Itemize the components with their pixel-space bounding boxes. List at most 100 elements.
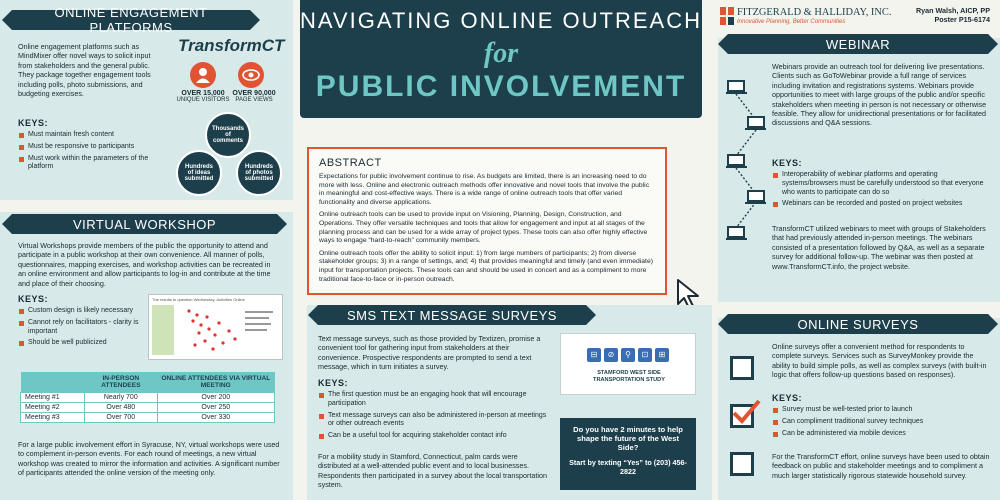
stat-value: OVER 15,000: [181, 90, 225, 97]
map-dots: [187, 309, 273, 351]
author-name: Ryan Walsh, AICP, PP: [915, 6, 990, 15]
workshop-screenshot: The results to question Wednesday, Activ…: [148, 294, 283, 360]
poster-id: Poster P15-6174: [934, 15, 990, 24]
table-cell: Over 480: [84, 402, 158, 413]
abstract-paragraph: Online outreach tools can be used to pro…: [319, 211, 648, 245]
sms-heading: SMS TEXT MESSAGE SURVEYS: [308, 305, 596, 325]
list-item: Must be responsive to participants: [18, 143, 158, 152]
sms-keys-list: The first question must be an engaging h…: [318, 391, 550, 441]
surveys-body: Online surveys offer a convenient method…: [772, 342, 987, 380]
abstract-paragraph: Online outreach tools offer the ability …: [319, 249, 653, 283]
stat-pageviews: OVER 90,000 PAGE VIEWS: [224, 90, 284, 103]
sms-keys: KEYS: The first question must be an enga…: [318, 372, 550, 444]
table-row: Meeting #3 Over 700 Over 330: [20, 412, 276, 423]
keys-title: KEYS:: [772, 393, 803, 403]
brand-tagline: Innovative Planning, Better Communities: [737, 19, 846, 25]
title-block: NAVIGATING ONLINE OUTREACH for PUBLIC IN…: [300, 0, 702, 118]
pageviews-icon: [238, 62, 264, 88]
mode-icons: ⊟ ⊘ ⚲ ⊡ ⊞: [587, 348, 669, 362]
keys-title: KEYS:: [772, 158, 803, 168]
surveys-keys-list: Survey must be well-tested prior to laun…: [772, 406, 990, 438]
visitors-icon: [190, 62, 216, 88]
list-item: Text message surveys can also be adminis…: [318, 412, 550, 430]
table-cell: Over 250: [156, 402, 276, 413]
checkbox-checked-icon: [730, 399, 761, 428]
keys-title: KEYS:: [18, 118, 49, 128]
card-study-title: STAMFORD WEST SIDE TRANSPORTATION STUDY: [593, 370, 665, 383]
brand-company: FITZGERALD & HALLIDAY, INC.: [737, 7, 892, 18]
author-block: Ryan Walsh, AICP, PP Poster P15-6174: [890, 6, 990, 24]
list-item: Can be administered via mobile devices: [772, 430, 990, 439]
callout-question: Do you have 2 minutes to help shape the …: [573, 425, 683, 452]
checkbox-empty-icon-2: [730, 452, 754, 476]
attendance-table: IN-PERSON ATTENDEES ONLINE ATTENDEES VIA…: [20, 372, 276, 423]
title-line-2: for: [483, 38, 519, 69]
table-cell: Over 200: [156, 392, 276, 403]
circle-label: Hundreds of photos submitted: [244, 164, 274, 182]
webinar-panel: [718, 38, 1000, 302]
table-row: Meeting #2 Over 480 Over 250: [20, 402, 276, 413]
table-header-blank: [20, 372, 85, 393]
table-cell: Meeting #1: [20, 392, 85, 403]
table-header-inperson: IN-PERSON ATTENDEES: [84, 372, 158, 393]
list-item: Interoperability of webinar platforms an…: [772, 171, 990, 197]
circle-label: Thousands of comments: [211, 126, 244, 144]
keys-title: KEYS:: [318, 378, 349, 388]
stat-visitors: OVER 15,000 UNIQUE VISITORS: [170, 90, 236, 103]
circle-label: Hundreds of ideas submitted: [184, 164, 214, 182]
callout-cta: Start by texting “Yes” to (203) 456-2822: [569, 458, 687, 476]
list-item: Should be well publicized: [18, 339, 143, 348]
walk-icon: ⚲: [621, 348, 635, 362]
brand-logo-icon: [720, 7, 734, 25]
screenshot-title: The results to question Wednesday, Activ…: [152, 297, 245, 302]
engagement-heading: ONLINE ENGAGEMENT PLATFORMS: [2, 5, 260, 35]
map-thumbnail: [152, 305, 174, 355]
bike-icon: ⊘: [604, 348, 618, 362]
comments-circle: Thousands of comments: [205, 112, 251, 158]
list-item: Can compliment traditional survey techni…: [772, 418, 990, 427]
list-item: Must maintain fresh content: [18, 131, 158, 140]
stat-label: PAGE VIEWS: [235, 97, 273, 103]
table-cell: Nearly 700: [84, 392, 158, 403]
table-cell: Over 330: [156, 412, 276, 423]
sms-footer: For a mobility study in Stamford, Connec…: [318, 452, 547, 490]
table-cell: Over 700: [84, 412, 158, 423]
abstract-paragraph: Expectations for public involvement cont…: [319, 173, 650, 206]
engagement-body: Online engagement platforms such as Mind…: [18, 42, 151, 99]
ideas-circle: Hundreds of ideas submitted: [176, 150, 222, 196]
table-row: Meeting #1 Nearly 700 Over 200: [20, 392, 276, 403]
table-cell: Meeting #2: [20, 402, 85, 413]
logo-part-b: formCT: [224, 36, 285, 55]
engagement-keys: KEYS: Must maintain fresh content Must b…: [18, 112, 158, 175]
logo-part-a: Trans: [178, 36, 224, 55]
webinar-heading: WEBINAR: [718, 34, 998, 54]
webinar-footer: TransformCT utilized webinars to meet wi…: [772, 224, 986, 271]
list-item: The first question must be an engaging h…: [318, 391, 550, 409]
title-line-3: PUBLIC INVOLVEMENT: [315, 70, 687, 103]
laptop-network-icon: [725, 80, 767, 240]
sms-body: Text message surveys, such as those prov…: [318, 334, 541, 372]
webinar-keys-list: Interoperability of webinar platforms an…: [772, 171, 990, 209]
workshop-keys-list: Custom design is likely necessary Cannot…: [18, 307, 143, 348]
surveys-heading: ONLINE SURVEYS: [718, 314, 998, 334]
photos-circle: Hundreds of photos submitted: [236, 150, 282, 196]
list-item: Must work within the parameters of the p…: [18, 155, 158, 173]
workshop-footer: For a large public involvement effort in…: [18, 440, 280, 478]
list-item: Survey must be well-tested prior to laun…: [772, 406, 990, 415]
list-item: Webinars can be recorded and posted on p…: [772, 200, 990, 209]
stat-label: UNIQUE VISITORS: [176, 97, 230, 103]
surveys-footer: For the TransformCT effort, online surve…: [772, 452, 990, 480]
transformct-logo: TransformCT: [178, 36, 284, 56]
car-icon: ⊡: [638, 348, 652, 362]
webinar-keys: KEYS: Interoperability of webinar platfo…: [772, 152, 990, 212]
list-item: Can be a useful tool for acquiring stake…: [318, 432, 550, 441]
table-header-online: ONLINE ATTENDEES VIA VIRTUAL MEETING: [157, 372, 275, 393]
webinar-body: Webinars provide an outreach tool for de…: [772, 62, 987, 128]
workshop-heading: VIRTUAL WORKSHOP: [2, 214, 287, 234]
sms-callout: Do you have 2 minutes to help shape the …: [560, 418, 696, 490]
keys-title: KEYS:: [18, 294, 49, 304]
palm-card: ⊟ ⊘ ⚲ ⊡ ⊞ STAMFORD WEST SIDE TRANSPORTAT…: [560, 333, 696, 395]
table-cell: Meeting #3: [20, 412, 85, 423]
engagement-keys-list: Must maintain fresh content Must be resp…: [18, 131, 158, 172]
bus-icon: ⊟: [587, 348, 601, 362]
